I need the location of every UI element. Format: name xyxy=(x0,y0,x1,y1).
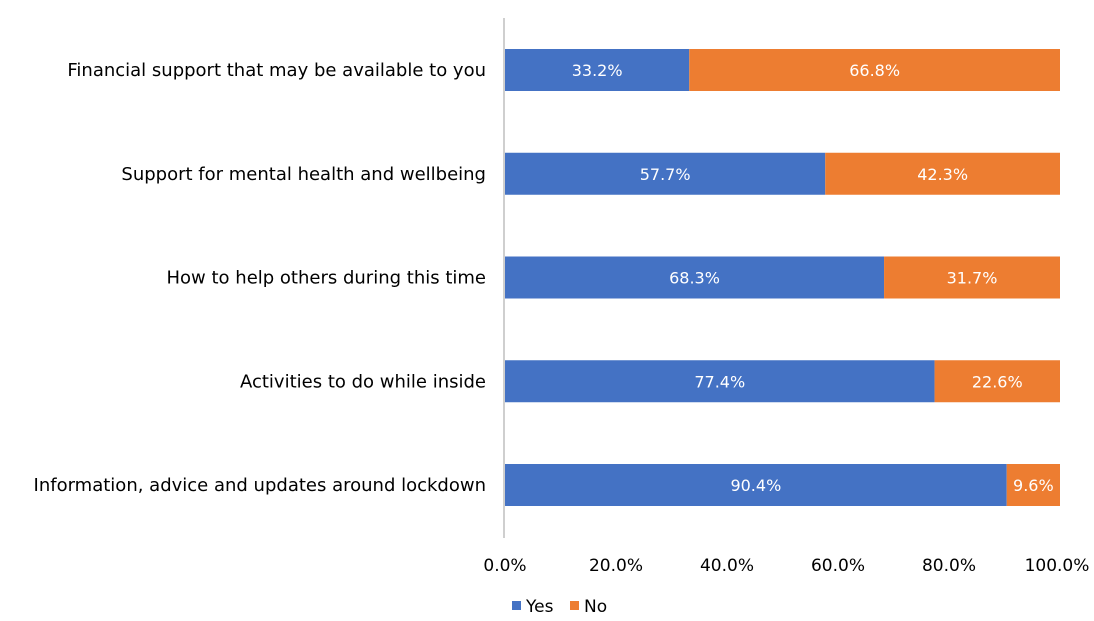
x-tick-label: 40.0% xyxy=(700,556,754,576)
data-label-no-1: 66.8% xyxy=(849,61,900,80)
category-labels: Financial support that may be available … xyxy=(34,60,486,496)
bars-layer: 33.2% 66.8% 57.7% 42.3% 68.3% 31.7% 77.4% 22.6%… xyxy=(505,49,1060,506)
x-tick-label: 60.0% xyxy=(811,556,865,576)
data-label-yes-5: 90.4% xyxy=(730,476,781,495)
data-label-yes-1: 33.2% xyxy=(572,61,623,80)
bar-yes-1 xyxy=(505,49,690,91)
bar-yes-4 xyxy=(505,360,935,403)
bar-yes-5 xyxy=(505,464,1007,506)
x-tick-label: 80.0% xyxy=(922,556,976,576)
bar-no-4 xyxy=(934,360,1060,403)
category-label-5: Information, advice and updates around l… xyxy=(34,475,486,496)
category-label-4: Activities to do while inside xyxy=(240,371,486,392)
x-tick-label: 100.0% xyxy=(1025,556,1090,576)
legend-swatch-no xyxy=(570,601,579,610)
data-label-yes-2: 57.7% xyxy=(640,165,691,184)
x-tick-label: 0.0% xyxy=(483,556,526,576)
legend: Yes No xyxy=(512,597,607,617)
category-label-2: Support for mental health and wellbeing xyxy=(121,164,486,185)
category-label-3: How to help others during this time xyxy=(167,268,487,289)
bar-no-2 xyxy=(825,152,1060,195)
bar-yes-2 xyxy=(505,152,826,195)
bar-yes-3 xyxy=(505,256,885,299)
data-label-yes-3: 68.3% xyxy=(669,269,720,288)
data-label-yes-4: 77.4% xyxy=(694,372,745,391)
data-label-no-4: 22.6% xyxy=(972,372,1023,391)
legend-label-no: No xyxy=(584,597,607,617)
data-label-no-2: 42.3% xyxy=(917,165,968,184)
category-label-1: Financial support that may be available … xyxy=(67,60,486,81)
data-label-no-3: 31.7% xyxy=(947,269,998,288)
bar-no-1 xyxy=(689,49,1060,91)
legend-label-yes: Yes xyxy=(525,597,554,617)
bar-no-5 xyxy=(1006,464,1060,506)
legend-swatch-yes xyxy=(512,601,521,610)
x-tick-label: 20.0% xyxy=(589,556,643,576)
x-axis-tick-labels: 0.0% 20.0% 40.0% 60.0% 80.0% 100.0% xyxy=(483,556,1089,576)
data-label-no-5: 9.6% xyxy=(1013,476,1054,495)
bar-no-3 xyxy=(884,256,1060,299)
